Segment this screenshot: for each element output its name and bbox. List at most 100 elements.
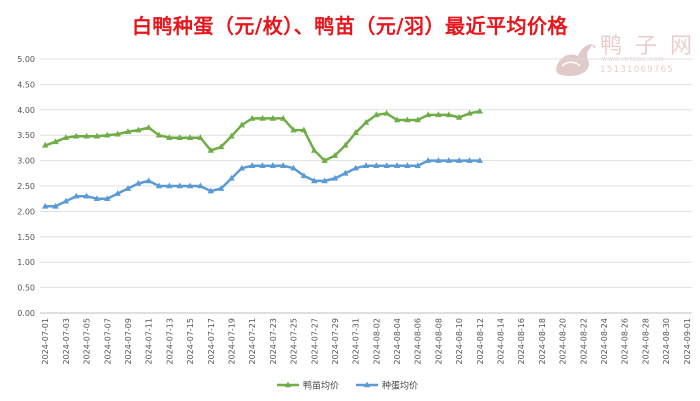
- watermark-logo: 鸭 子 网 WWW.INTEDC.COM 15131069765: [548, 26, 698, 82]
- data-point: [393, 162, 401, 168]
- data-point: [373, 162, 380, 168]
- gridlines: [40, 58, 692, 314]
- x-tick-label: 2024-08-26: [621, 318, 630, 365]
- data-point: [93, 195, 101, 201]
- data-point: [311, 177, 318, 184]
- data-point: [114, 130, 121, 137]
- data-point: [155, 131, 163, 138]
- x-tick-label: 2024-08-06: [414, 318, 423, 365]
- data-point: [207, 146, 214, 153]
- x-axis-ticks: 2024-07-01 2024-07-03 2024-07-05 2024-07-07…: [41, 318, 692, 365]
- data-point: [424, 111, 432, 118]
- data-point: [445, 157, 452, 163]
- data-point: [73, 132, 80, 139]
- data-point: [300, 126, 308, 133]
- data-point: [373, 111, 380, 118]
- watermark-brand: 鸭 子 网: [600, 34, 695, 59]
- data-point: [135, 179, 142, 186]
- data-point: [73, 192, 80, 199]
- duck-logo-icon: [556, 44, 596, 76]
- data-point: [114, 190, 121, 196]
- data-point: [197, 134, 204, 141]
- data-point: [41, 141, 49, 148]
- watermark-site: WWW.INTEDC.COM: [602, 57, 664, 63]
- data-point: [290, 126, 297, 133]
- data-point: [466, 109, 473, 116]
- data-point: [455, 157, 463, 163]
- data-point: [62, 197, 70, 204]
- data-point: [104, 195, 111, 201]
- x-tick-label: 2024-08-20: [559, 318, 568, 365]
- x-tick-label: 2024-07-19: [227, 318, 236, 365]
- data-point: [186, 134, 194, 141]
- data-point: [321, 177, 328, 184]
- data-point: [186, 182, 194, 189]
- y-tick-label: 1.50: [17, 233, 35, 242]
- data-point: [362, 162, 370, 168]
- x-tick-label: 2024-08-02: [372, 318, 381, 365]
- data-point: [41, 202, 49, 209]
- legend-marker: [363, 381, 371, 388]
- data-point: [93, 132, 101, 139]
- y-tick-label: 3.00: [17, 157, 35, 166]
- y-tick-label: 2.00: [17, 207, 35, 216]
- x-tick-label: 2024-07-29: [331, 318, 340, 365]
- x-tick-label: 2024-08-18: [538, 318, 547, 365]
- data-point: [342, 141, 349, 148]
- x-tick-label: 2024-07-23: [269, 318, 278, 365]
- data-point: [217, 185, 225, 191]
- data-point: [269, 114, 277, 121]
- data-point: [228, 132, 235, 139]
- data-point: [321, 157, 328, 163]
- data-point: [383, 162, 390, 168]
- chart-title: 白鸭种蛋（元/枚）、鸭苗（元/羽）最近平均价格: [131, 14, 569, 38]
- data-point: [124, 185, 132, 191]
- data-point: [228, 174, 235, 181]
- legend-label-1: 鸭苗均价: [303, 380, 339, 392]
- x-tick-label: 2024-07-13: [165, 318, 174, 365]
- data-point: [166, 182, 173, 189]
- data-point: [176, 182, 183, 189]
- data-point: [135, 126, 142, 133]
- data-point: [362, 119, 370, 125]
- data-point: [259, 114, 266, 121]
- data-point: [155, 182, 163, 189]
- x-tick-label: 2024-08-08: [434, 318, 443, 365]
- x-tick-label: 2024-08-12: [476, 318, 485, 365]
- data-point: [352, 129, 359, 135]
- data-point: [207, 187, 214, 194]
- data-point: [62, 134, 70, 141]
- data-point: [104, 131, 111, 138]
- x-tick-label: 2024-09-01: [683, 318, 692, 365]
- legend: 鸭苗均价 种蛋均价: [277, 380, 418, 392]
- data-point: [466, 157, 473, 163]
- data-point: [124, 128, 132, 134]
- x-tick-label: 2024-08-22: [579, 318, 588, 365]
- data-point: [414, 116, 421, 123]
- x-tick-label: 2024-08-14: [497, 318, 506, 365]
- data-point: [238, 121, 246, 128]
- data-point: [176, 134, 183, 141]
- data-point: [52, 202, 59, 209]
- data-point: [455, 113, 463, 120]
- data-point: [280, 114, 287, 121]
- y-axis-ticks: 0.00 0.50 1.00 1.50 2.00 2.50 3.00 3.50 4.00 4.50…: [17, 55, 35, 318]
- x-tick-label: 2024-08-04: [393, 318, 402, 365]
- data-point: [445, 111, 452, 118]
- y-tick-label: 5.00: [17, 55, 35, 64]
- x-tick-label: 2024-08-30: [662, 318, 671, 365]
- x-tick-label: 2024-07-01: [41, 318, 50, 365]
- x-tick-label: 2024-07-17: [207, 318, 216, 365]
- series-lines: [41, 107, 484, 209]
- data-point: [383, 109, 390, 116]
- x-tick-label: 2024-07-27: [310, 318, 319, 365]
- data-point: [248, 114, 256, 121]
- legend-marker: [284, 381, 292, 388]
- data-point: [331, 152, 339, 158]
- data-point: [83, 192, 90, 199]
- x-tick-label: 2024-07-03: [62, 318, 71, 365]
- x-tick-label: 2024-08-28: [641, 318, 650, 365]
- data-point: [476, 107, 484, 114]
- data-point: [404, 116, 411, 123]
- x-tick-label: 2024-07-21: [248, 318, 257, 365]
